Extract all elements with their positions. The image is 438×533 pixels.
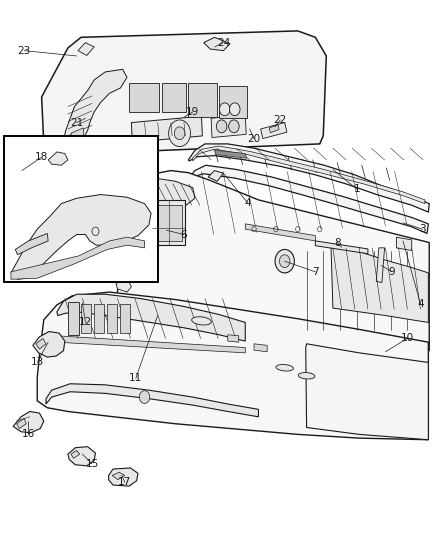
Polygon shape [46,384,258,417]
Polygon shape [127,179,195,208]
Bar [120,304,130,333]
Polygon shape [211,115,246,138]
Polygon shape [37,292,428,440]
Bar [152,200,185,245]
Text: 3: 3 [419,224,426,234]
Polygon shape [112,472,125,480]
Text: 7: 7 [312,267,319,277]
Bar [107,304,117,333]
Text: 16: 16 [22,430,35,439]
Polygon shape [245,224,315,241]
Text: 17: 17 [118,478,131,487]
Polygon shape [13,411,44,433]
Text: 4: 4 [417,299,424,309]
Text: 18: 18 [35,152,48,162]
Polygon shape [68,447,95,466]
Circle shape [230,103,240,116]
Text: 19: 19 [186,107,199,117]
Polygon shape [193,146,425,204]
Text: 1: 1 [353,184,360,194]
Polygon shape [331,245,428,322]
Circle shape [275,249,294,273]
Polygon shape [269,125,279,133]
Polygon shape [188,165,428,233]
Text: 9: 9 [389,267,396,277]
Polygon shape [396,237,412,251]
FancyBboxPatch shape [4,136,158,282]
Bar [162,83,186,112]
Polygon shape [215,150,247,158]
Polygon shape [188,144,429,212]
Text: 11: 11 [129,374,142,383]
Ellipse shape [298,373,315,379]
Bar [219,86,247,118]
Polygon shape [57,336,245,353]
Text: 15: 15 [85,459,99,469]
Polygon shape [11,195,151,279]
Polygon shape [71,128,84,143]
Text: 4: 4 [244,198,251,207]
Polygon shape [71,450,80,458]
Polygon shape [57,294,245,341]
Polygon shape [17,418,26,429]
Text: 24: 24 [217,38,230,47]
Polygon shape [15,233,48,255]
Circle shape [216,120,227,133]
Polygon shape [78,43,94,55]
Text: 23: 23 [18,46,31,55]
Polygon shape [112,171,429,351]
Polygon shape [306,344,428,440]
Bar [68,302,79,335]
Polygon shape [33,332,65,357]
Bar [81,304,91,333]
Polygon shape [48,152,68,165]
Text: 6: 6 [180,230,187,239]
Circle shape [139,391,150,403]
Text: 8: 8 [334,238,341,247]
Polygon shape [109,468,138,486]
Bar [156,205,182,241]
Circle shape [279,255,290,268]
Polygon shape [116,278,131,292]
Polygon shape [131,116,202,142]
Circle shape [229,120,239,133]
Circle shape [219,103,230,116]
Ellipse shape [192,317,211,325]
Polygon shape [42,31,326,155]
Polygon shape [315,241,368,254]
Bar [129,83,159,112]
Polygon shape [61,69,127,150]
Circle shape [174,127,185,140]
Text: 21: 21 [70,118,83,127]
Polygon shape [36,338,46,349]
Bar [94,304,104,333]
Polygon shape [208,171,223,181]
Ellipse shape [276,365,293,371]
Text: 22: 22 [274,115,287,125]
Polygon shape [228,335,239,342]
Circle shape [169,120,191,147]
Bar [188,83,217,117]
Text: 10: 10 [401,334,414,343]
Polygon shape [254,344,267,352]
Polygon shape [376,248,385,282]
Text: 20: 20 [247,134,261,143]
Text: 13: 13 [31,358,44,367]
Polygon shape [11,237,145,279]
Polygon shape [204,37,230,51]
Polygon shape [261,123,287,139]
Text: 12: 12 [79,318,92,327]
